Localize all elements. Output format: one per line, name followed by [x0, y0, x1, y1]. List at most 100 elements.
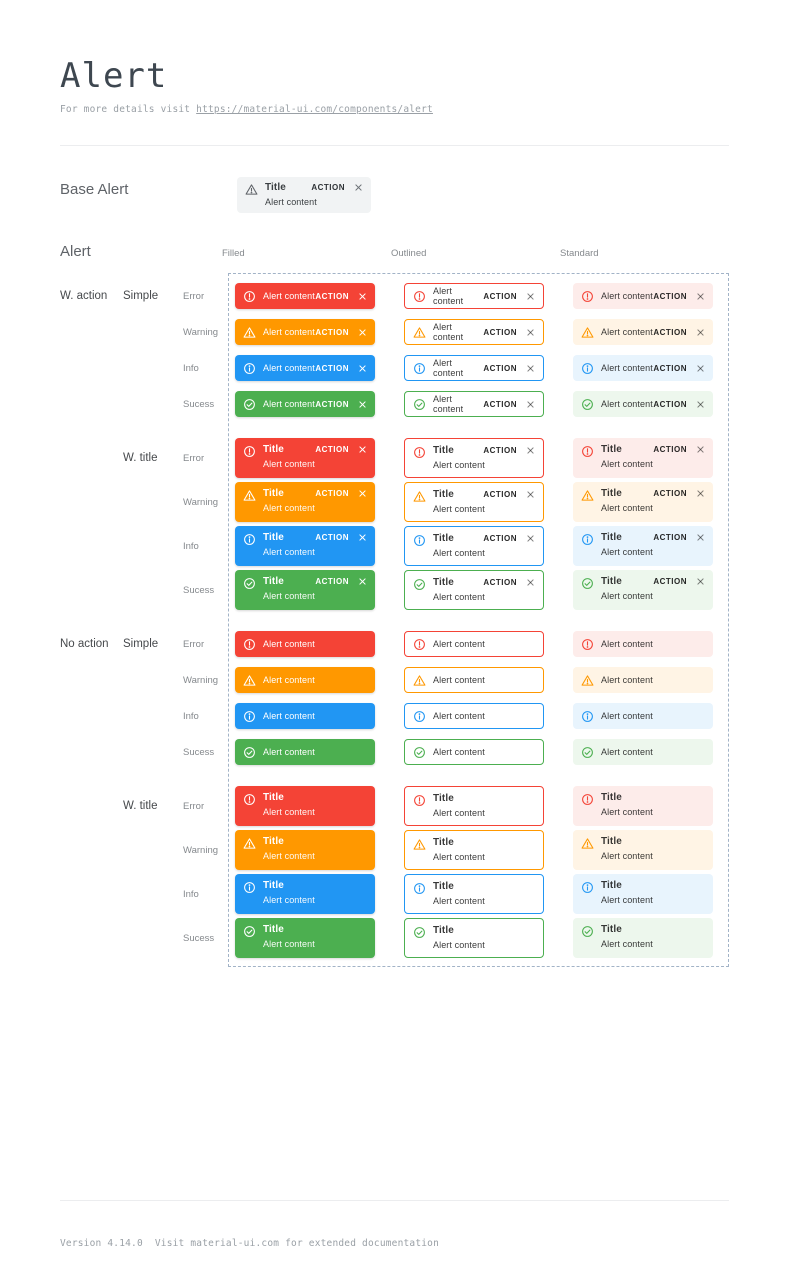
alert-content: Alert content: [601, 503, 653, 513]
alert-action-button[interactable]: ACTION: [311, 183, 345, 192]
footer-text: Version 4.14.0 Visit material-ui.com for …: [60, 1238, 729, 1249]
alert-close-button[interactable]: [358, 577, 367, 586]
alert-close-button[interactable]: [696, 489, 705, 498]
alert-content: Alert content: [433, 460, 485, 470]
alert-close-button[interactable]: [358, 533, 367, 542]
alert-close-button[interactable]: [526, 446, 535, 455]
alert-action-button[interactable]: ACTION: [315, 291, 349, 301]
alert-action-button[interactable]: ACTION: [653, 363, 687, 373]
warning-icon: [413, 838, 426, 851]
warning-icon: [581, 674, 594, 687]
alert-close-button[interactable]: [696, 533, 705, 542]
alert-action-button[interactable]: ACTION: [315, 489, 349, 498]
alert-close-button[interactable]: [526, 578, 535, 587]
alert-close-button[interactable]: [696, 292, 705, 301]
alert-title-row: Title ACTION: [263, 576, 367, 587]
alert-cell-outlined: Title ACTION Alert content: [404, 482, 544, 522]
alert-action-button[interactable]: ACTION: [315, 399, 349, 409]
alert-title: Title: [433, 577, 454, 588]
alert-action-button[interactable]: ACTION: [315, 577, 349, 586]
alert-title-row: Title ACTION: [601, 488, 705, 499]
alert-cells: Alert content Alert content Alert content: [228, 739, 713, 765]
alert-close-button[interactable]: [526, 534, 535, 543]
grid-row-warning: Warning Alert content ACTION Alert content A…: [60, 319, 729, 345]
docs-link[interactable]: https://material-ui.com/components/alert: [196, 104, 433, 115]
severity-label: Sucess: [183, 932, 215, 944]
grid-row-error: W. title Error Title ACTION Alert content Tit…: [60, 438, 729, 478]
alert-title: Title: [601, 880, 622, 891]
alert-content: Alert content: [601, 675, 653, 685]
alert-cells: Title Alert content Title Alert content Titl…: [228, 874, 713, 914]
alert-close-button[interactable]: [526, 490, 535, 499]
alert-action-button[interactable]: ACTION: [315, 445, 349, 454]
alert-filled-success-simple: Alert content: [235, 739, 375, 765]
alert-close-button[interactable]: [696, 577, 705, 586]
alert-close-button[interactable]: [358, 445, 367, 454]
alert-title-row: Title: [263, 792, 367, 803]
alert-title: Title: [263, 880, 284, 891]
alert-action-button[interactable]: ACTION: [483, 363, 517, 373]
success-icon: [243, 577, 256, 590]
severity-label: Error: [183, 800, 205, 812]
alert-grid-section-header: Alert Filled Outlined Standard: [60, 243, 729, 260]
subgroup-label: W. title: [123, 800, 158, 812]
variant-column-headers: Filled Outlined Standard: [213, 248, 729, 259]
alert-content: Alert content: [433, 394, 464, 414]
alert-action-button[interactable]: ACTION: [483, 446, 517, 455]
alert-action-button[interactable]: ACTION: [483, 399, 517, 409]
close-icon: [358, 489, 367, 498]
alert-close-button[interactable]: [696, 364, 705, 373]
alert-action-button[interactable]: ACTION: [483, 578, 517, 587]
alert-title: Title: [263, 792, 284, 803]
alert-close-button[interactable]: [526, 292, 535, 301]
alert-cells: Alert content ACTION Alert content ACTION Al…: [228, 319, 713, 345]
grid-row-warning: Warning Alert content Alert content Alert c…: [60, 667, 729, 693]
alert-action-button[interactable]: ACTION: [483, 327, 517, 337]
alert-action-button[interactable]: ACTION: [483, 534, 517, 543]
warning-icon: [413, 326, 426, 339]
success-icon: [581, 746, 594, 759]
alert-content: Alert content: [601, 711, 653, 721]
alert-filled-info-titled: Title ACTION Alert content: [235, 526, 375, 566]
alert-outlined-warning-titled: Title ACTION Alert content: [404, 482, 544, 522]
alert-close-button[interactable]: [696, 328, 705, 337]
alert-action-button[interactable]: ACTION: [653, 399, 687, 409]
alert-action-button[interactable]: ACTION: [653, 577, 687, 586]
alert-action-button[interactable]: ACTION: [315, 533, 349, 542]
alert-filled-success-simple: Alert content ACTION: [235, 391, 375, 417]
alert-action-button[interactable]: ACTION: [653, 533, 687, 542]
alert-title: Title: [433, 837, 454, 848]
alert-close-button[interactable]: [354, 183, 363, 192]
alert-action-button[interactable]: ACTION: [315, 327, 349, 337]
alert-cell-filled: Title Alert content: [235, 918, 375, 958]
alert-close-button[interactable]: [358, 489, 367, 498]
alert-close-button[interactable]: [358, 328, 367, 337]
alert-body: Title Alert content: [433, 881, 535, 906]
alert-close-button[interactable]: [526, 328, 535, 337]
alert-close-button[interactable]: [358, 400, 367, 409]
alert-filled-warning-titled: Title Alert content: [235, 830, 375, 870]
alert-close-button[interactable]: [526, 400, 535, 409]
alert-action-button[interactable]: ACTION: [483, 291, 517, 301]
alert-action-button[interactable]: ACTION: [653, 291, 687, 301]
alert-close-button[interactable]: [526, 364, 535, 373]
alert-action-button[interactable]: ACTION: [483, 490, 517, 499]
alert-action-button[interactable]: ACTION: [653, 327, 687, 337]
close-icon: [358, 328, 367, 337]
alert-action-button[interactable]: ACTION: [653, 445, 687, 454]
alert-close-button[interactable]: [358, 292, 367, 301]
alert-title: Title: [433, 489, 454, 500]
alert-cell-outlined: Alert content ACTION: [404, 355, 544, 381]
alert-body: Title ACTION Alert content: [263, 488, 367, 513]
alert-standard-warning-titled: Title Alert content: [573, 830, 713, 870]
alert-cell-filled: Alert content: [235, 739, 375, 765]
alert-action-button[interactable]: ACTION: [653, 489, 687, 498]
error-icon: [243, 445, 256, 458]
alert-standard-info-simple: Alert content: [573, 703, 713, 729]
alert-close-button[interactable]: [696, 445, 705, 454]
alert-standard-warning-simple: Alert content: [573, 667, 713, 693]
close-icon: [526, 578, 535, 587]
alert-close-button[interactable]: [358, 364, 367, 373]
alert-close-button[interactable]: [696, 400, 705, 409]
alert-action-button[interactable]: ACTION: [315, 363, 349, 373]
